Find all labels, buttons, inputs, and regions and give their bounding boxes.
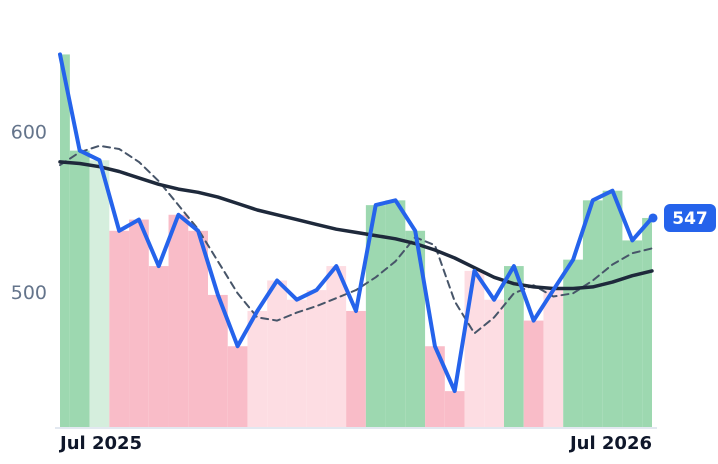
shade-column	[286, 299, 307, 428]
shade-column	[188, 230, 208, 428]
last-value-label: 547	[672, 209, 708, 229]
shade-column	[543, 290, 564, 428]
x-tick-label: Jul 2025	[58, 433, 142, 454]
shade-column	[267, 280, 287, 428]
shade-column	[326, 266, 347, 428]
series-line	[59, 144, 653, 335]
shade-column	[69, 150, 90, 428]
shade-column	[385, 200, 406, 428]
shade-column	[306, 290, 327, 428]
shade-column	[602, 190, 623, 428]
shade-column	[523, 320, 544, 428]
shade-column	[622, 240, 643, 428]
shade-column	[208, 294, 228, 428]
shade-column	[346, 310, 366, 428]
shade-column	[148, 266, 169, 428]
shade-column	[89, 160, 110, 429]
shade-column	[484, 299, 504, 428]
shade-column	[642, 217, 652, 428]
shade-column	[60, 54, 70, 429]
shade-column	[563, 259, 583, 428]
x-tick-label: Jul 2026	[568, 433, 652, 454]
shade-column	[444, 391, 465, 428]
shade-column	[227, 346, 248, 428]
y-tick-label: 500	[11, 282, 47, 304]
shade-column	[582, 200, 603, 428]
shade-column	[425, 346, 445, 428]
shade-column	[109, 230, 130, 428]
shade-column	[405, 230, 426, 428]
shade-column	[464, 270, 485, 428]
y-tick-label: 600	[11, 121, 47, 143]
shade-column	[365, 205, 386, 428]
shade-column	[168, 214, 189, 428]
shade-column	[129, 219, 149, 428]
last-point	[648, 213, 658, 223]
last-value-badge	[664, 203, 716, 232]
shade-column	[504, 266, 524, 428]
shade-column	[247, 310, 268, 428]
series-line	[58, 52, 654, 394]
